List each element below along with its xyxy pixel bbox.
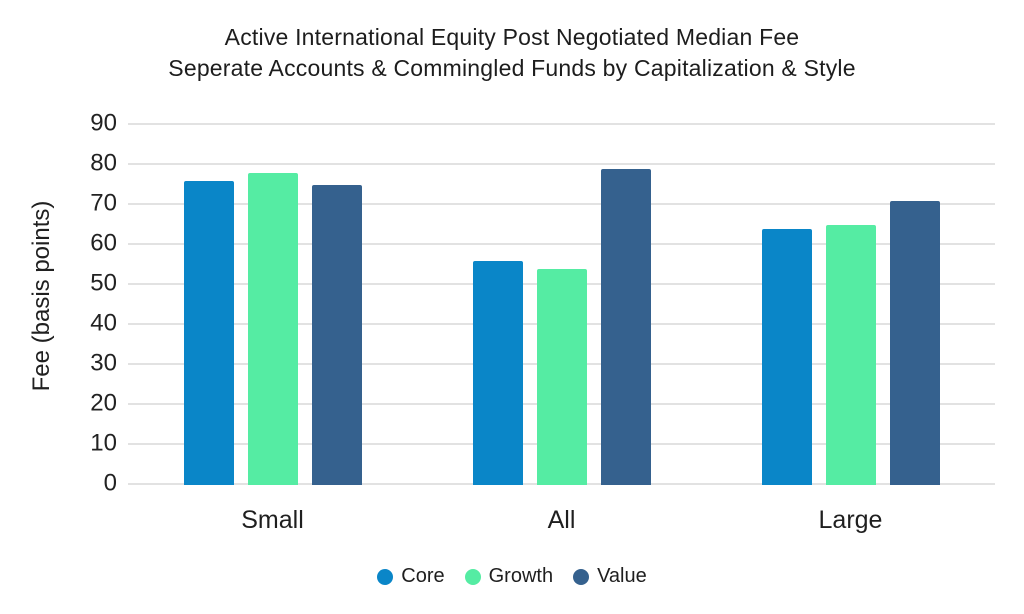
bar-small-core (183, 181, 234, 485)
bar-group-large (761, 123, 940, 485)
legend: Core Growth Value (0, 565, 1024, 588)
gridline-80 (128, 163, 995, 165)
y-tick-label-70: 70 (90, 189, 117, 217)
legend-dot-core-icon (377, 568, 394, 585)
chart-title-block: Active International Equity Post Negotia… (0, 22, 1024, 84)
bar-all-core (472, 261, 523, 485)
legend-dot-value-icon (573, 568, 590, 585)
y-tick-label-0: 0 (103, 469, 117, 497)
legend-dot-growth-icon (464, 568, 481, 585)
chart-title: Active International Equity Post Negotia… (224, 24, 800, 50)
bar-large-core (761, 229, 812, 485)
gridline-60 (128, 243, 995, 245)
y-tick-label-10: 10 (90, 429, 117, 457)
bar-group-small (183, 123, 362, 485)
bar-all-growth (536, 269, 587, 485)
x-axis-label-all: All (547, 506, 576, 534)
y-tick-label-60: 60 (90, 229, 117, 257)
y-tick-label-20: 20 (90, 389, 117, 417)
y-tick-label-90: 90 (90, 109, 117, 137)
y-tick-label-50: 50 (90, 269, 117, 297)
y-tick-label-30: 30 (90, 349, 117, 377)
bar-group-all (472, 123, 651, 485)
y-tick-label-40: 40 (90, 309, 117, 337)
x-axis-label-small: Small (241, 506, 304, 534)
gridline-70 (128, 203, 995, 205)
plot-area (128, 123, 995, 485)
gridline-90 (128, 123, 995, 125)
legend-label-value: Value (597, 565, 647, 587)
legend-item-value: Value (573, 565, 647, 588)
legend-item-growth: Growth (464, 565, 554, 588)
y-axis-ticks: 0 10 20 30 40 50 60 70 80 90 (0, 109, 117, 496)
bar-large-value (889, 201, 940, 485)
bar-small-growth (247, 173, 298, 485)
legend-label-growth: Growth (488, 565, 554, 587)
x-axis-label-large: Large (818, 506, 883, 534)
y-tick-label-80: 80 (90, 149, 117, 177)
bar-all-value (600, 169, 651, 485)
bar-small-value (311, 185, 362, 485)
legend-item-core: Core (377, 565, 445, 588)
bar-large-growth (825, 225, 876, 485)
chart-subtitle: Seperate Accounts & Commingled Funds by … (168, 55, 856, 81)
legend-label-core: Core (401, 565, 445, 587)
